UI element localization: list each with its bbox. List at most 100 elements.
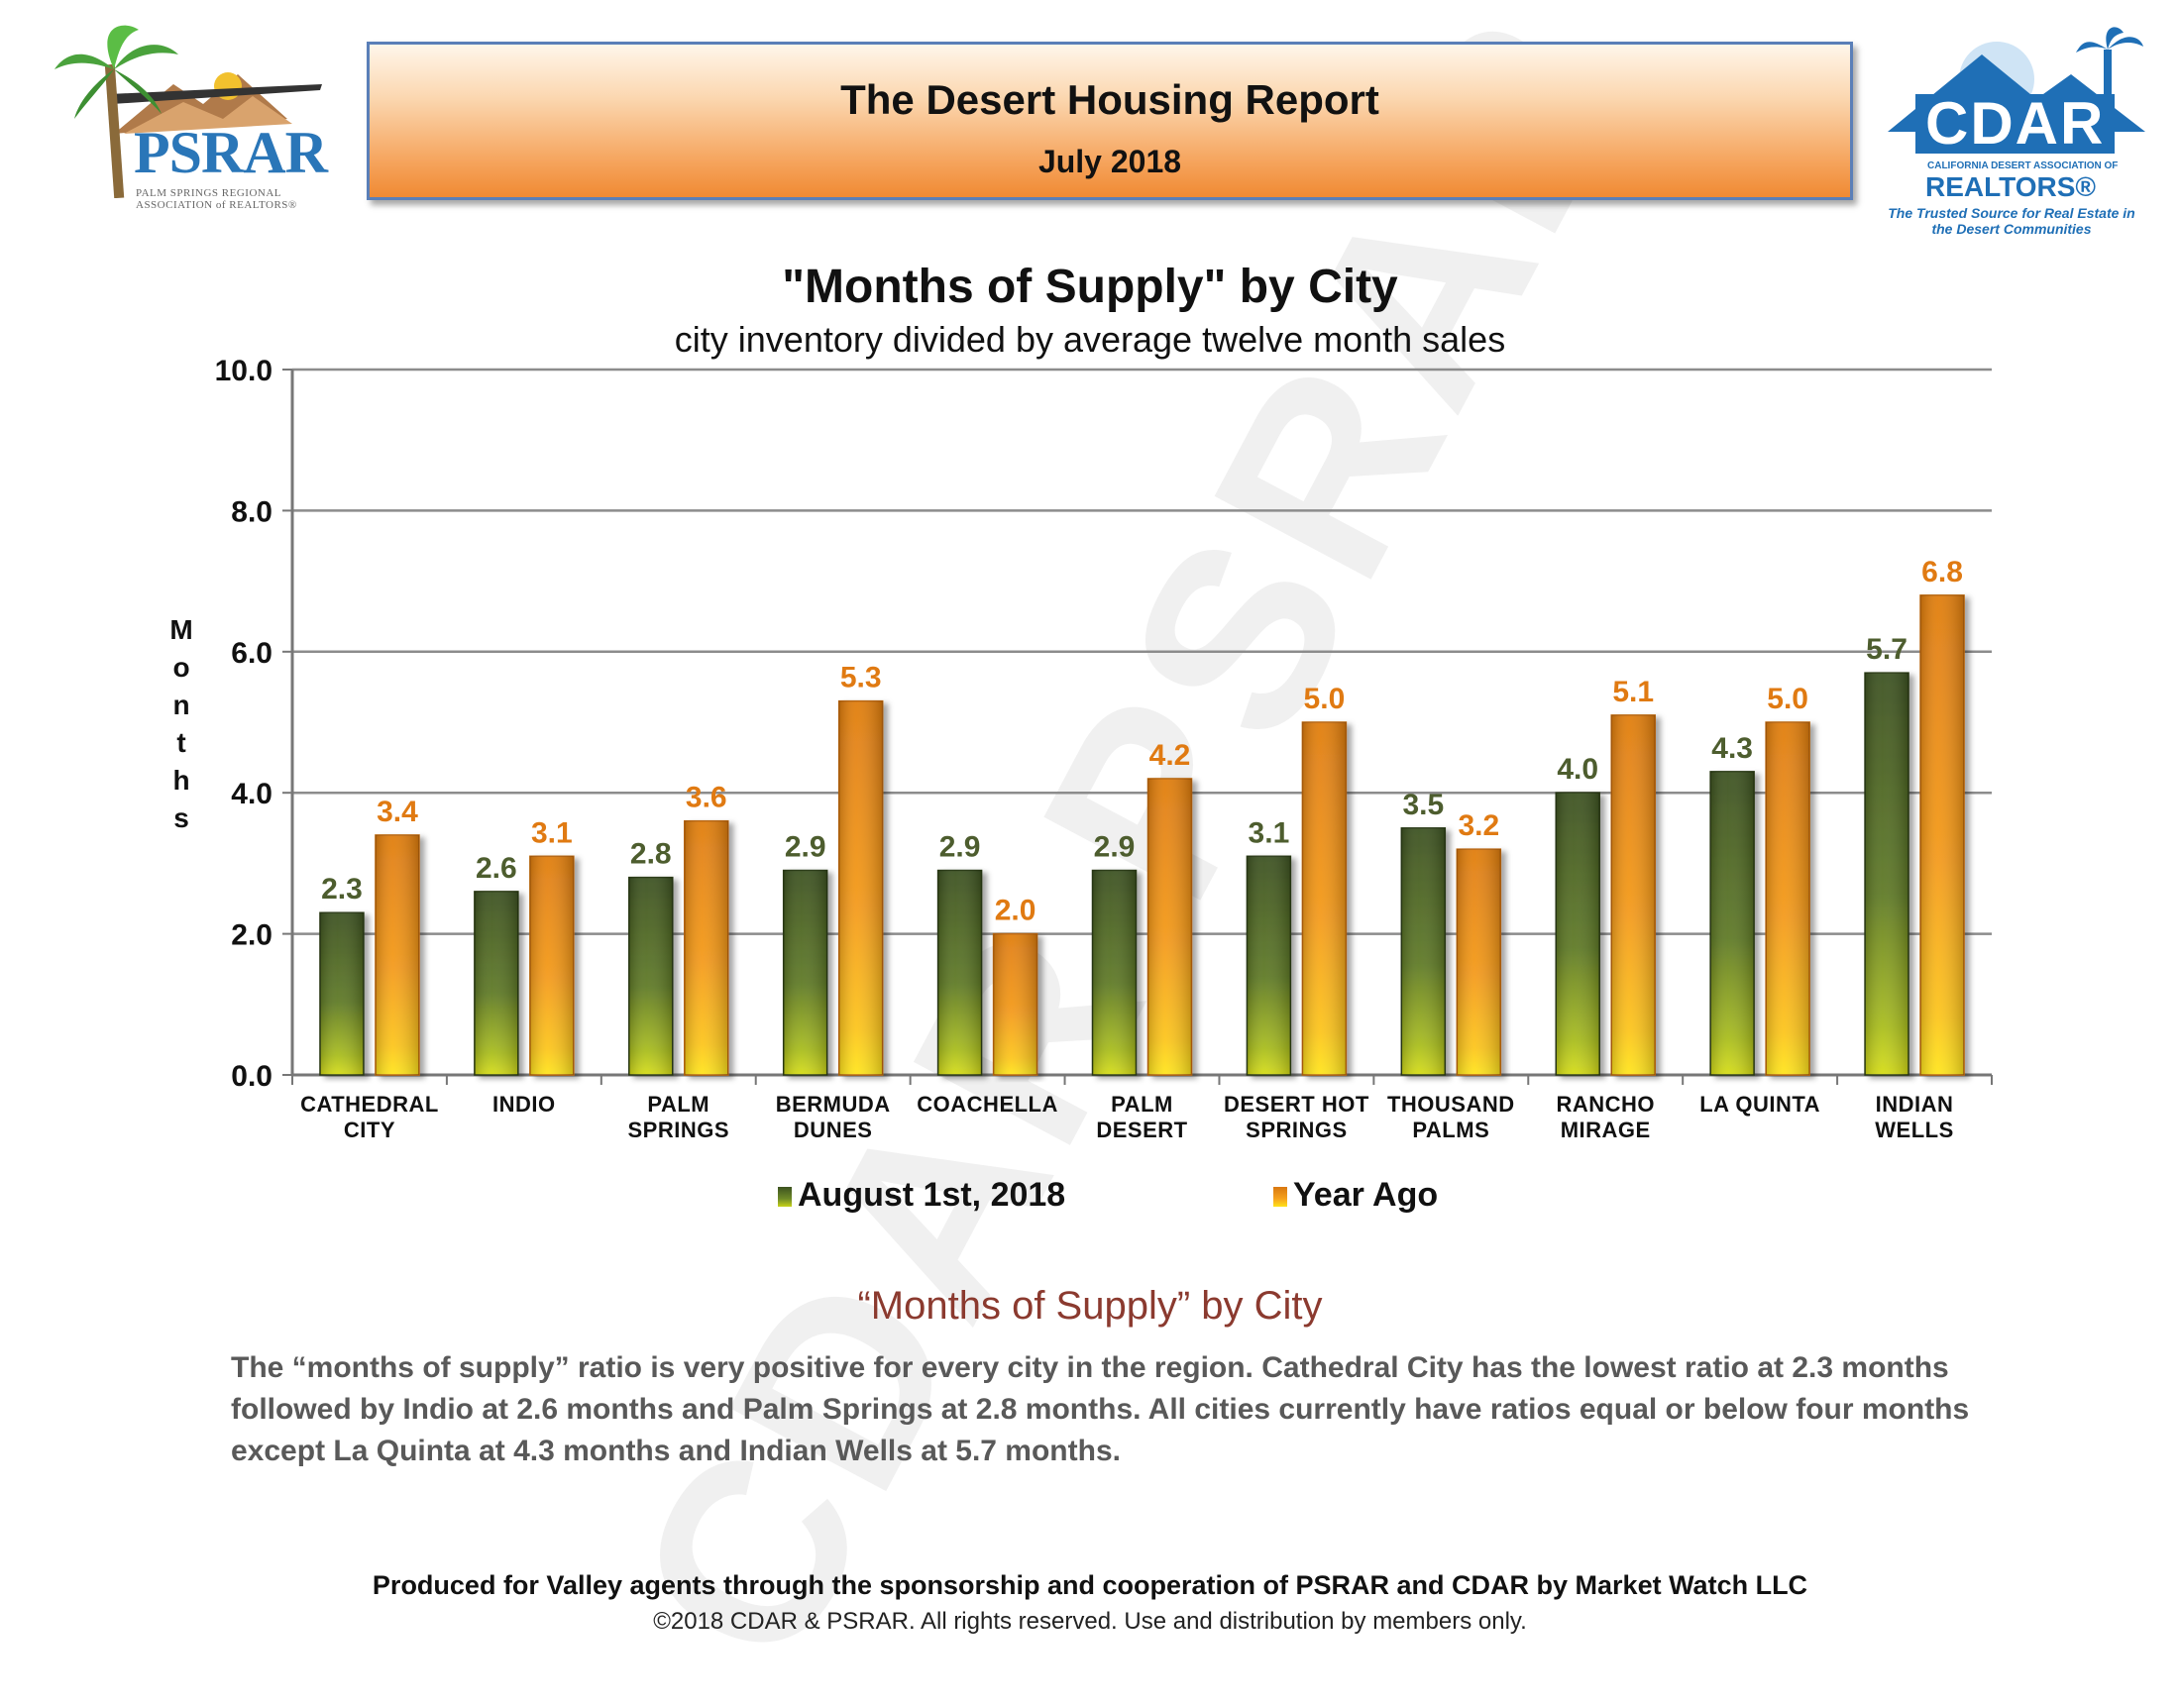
data-label-current: 2.9 <box>785 831 826 864</box>
bar-shading <box>783 870 827 1075</box>
legend-item-current: August 1st, 2018 <box>778 1176 1065 1215</box>
data-label-year-ago: 5.3 <box>840 662 882 694</box>
legend-item-year-ago: Year Ago <box>1273 1176 1438 1215</box>
data-label-current: 4.3 <box>1711 732 1753 765</box>
footer-credit: Produced for Valley agents through the s… <box>372 1570 1808 1600</box>
legend-swatch-current <box>778 1187 792 1207</box>
x-category-label: COACHELLA <box>917 1092 1058 1117</box>
chart-title: "Months of Supply" by City <box>782 261 1398 313</box>
x-category-label: MIRAGE <box>1561 1118 1651 1142</box>
data-label-current: 2.9 <box>1094 831 1136 864</box>
y-tick-label: 6.0 <box>231 637 272 670</box>
bar-chart: 0.0 2.0 4.0 6.0 8.0 10.0 2.3 3.4 2.6 3.1 2.8 3.6 2.… <box>215 355 1993 1142</box>
data-label-current: 2.8 <box>630 838 672 871</box>
section-heading: “Months of Supply” by City <box>857 1284 1323 1328</box>
report-banner: The Desert Housing Report July 2018 <box>367 42 1853 200</box>
x-category-label: DESERT <box>1096 1118 1187 1142</box>
footer-copyright: ©2018 CDAR & PSRAR. All rights reserved.… <box>653 1608 1527 1635</box>
legend-label-current: August 1st, 2018 <box>798 1176 1066 1214</box>
data-label-year-ago: 6.8 <box>1921 556 1963 588</box>
x-category-label: RANCHO <box>1556 1092 1655 1117</box>
palm-tree-icon <box>54 25 322 199</box>
bar-shading <box>474 891 518 1075</box>
data-label-year-ago: 5.1 <box>1612 676 1654 708</box>
y-axis-label-letter: o <box>172 652 190 683</box>
bar-shading <box>1147 778 1192 1075</box>
data-label-current: 2.6 <box>476 852 517 885</box>
legend-swatch-year-ago <box>1273 1187 1287 1207</box>
data-label-current: 3.1 <box>1249 816 1290 849</box>
bar-shading <box>1247 856 1291 1075</box>
cdar-logo-line1: CALIFORNIA DESERT ASSOCIATION OF <box>1927 160 2119 171</box>
x-category-label: SPRINGS <box>1246 1118 1348 1142</box>
x-category-label: WELLS <box>1875 1118 1954 1142</box>
x-category-label: PALM <box>1111 1092 1173 1117</box>
data-label-year-ago: 5.0 <box>1767 683 1808 715</box>
x-category-label: DESERT HOT <box>1224 1092 1369 1117</box>
psrar-logo: PSRAR PALM SPRINGS REGIONAL ASSOCIATION … <box>54 25 337 211</box>
cdar-logo-text: CDAR <box>1915 94 2116 154</box>
data-label-year-ago: 3.2 <box>1458 809 1499 842</box>
bar-shading <box>937 870 982 1075</box>
y-axis-label-letter: s <box>173 802 189 833</box>
x-category-label: BERMUDA <box>776 1092 891 1117</box>
data-label-year-ago: 3.6 <box>686 782 727 814</box>
bar-shading <box>529 856 574 1075</box>
y-axis-label-letter: t <box>176 727 186 758</box>
report-date: July 2018 <box>1037 144 1182 179</box>
x-category-label: SPRINGS <box>628 1118 730 1142</box>
data-label-current: 2.9 <box>939 831 981 864</box>
x-category-label: CATHEDRAL <box>300 1092 439 1117</box>
y-tick-label: 10.0 <box>215 355 272 387</box>
y-tick-label: 8.0 <box>231 495 272 528</box>
y-tick-label: 2.0 <box>231 919 272 952</box>
bar-shading <box>1710 771 1755 1075</box>
y-tick-label: 4.0 <box>231 778 272 810</box>
y-axis-label-letter: M <box>169 614 193 645</box>
data-label-current: 3.5 <box>1402 789 1444 821</box>
x-category-label: INDIAN <box>1876 1092 1954 1117</box>
cdar-logo-line2: REALTORS® <box>1925 171 2097 202</box>
cdar-tagline: The Trusted Source for Real Estate in th… <box>1888 205 2135 237</box>
bar-shading <box>1611 714 1656 1075</box>
bar-shading <box>684 820 728 1075</box>
bar-shading <box>1865 673 1909 1075</box>
legend-label-year-ago: Year Ago <box>1293 1176 1439 1214</box>
x-category-label: LA QUINTA <box>1699 1092 1820 1117</box>
bar-shading <box>1556 793 1600 1075</box>
x-category-label: DUNES <box>794 1118 873 1142</box>
data-label-current: 5.7 <box>1866 633 1908 666</box>
bar-shading <box>1920 594 1965 1075</box>
section-paragraph: The “months of supply” ratio is very pos… <box>231 1351 1970 1467</box>
data-label-year-ago: 4.2 <box>1149 739 1191 772</box>
data-label-year-ago: 3.1 <box>531 816 573 849</box>
bar-shading <box>993 933 1037 1075</box>
bar-shading <box>628 877 673 1075</box>
bar-shading <box>1302 722 1347 1075</box>
data-label-year-ago: 3.4 <box>377 796 418 828</box>
y-tick-label: 0.0 <box>231 1060 272 1093</box>
y-axis-label-letter: h <box>172 765 190 796</box>
x-category-label: PALM <box>647 1092 709 1117</box>
data-label-year-ago: 2.0 <box>995 895 1036 927</box>
psrar-logo-subtitle: PALM SPRINGS REGIONAL ASSOCIATION of REA… <box>136 187 297 211</box>
cdar-logo: CDAR CALIFORNIA DESERT ASSOCIATION OF RE… <box>1888 25 2155 237</box>
chart-subtitle: city inventory divided by average twelve… <box>674 319 1506 360</box>
data-label-current: 4.0 <box>1557 753 1598 786</box>
bar-shading <box>838 700 883 1075</box>
bar-shading <box>375 834 419 1075</box>
x-category-label: CITY <box>344 1118 395 1142</box>
bar-shading <box>1766 722 1810 1075</box>
data-label-current: 2.3 <box>321 873 363 906</box>
x-category-label: PALMS <box>1412 1118 1489 1142</box>
report-title: The Desert Housing Report <box>840 76 1379 123</box>
bar-shading <box>1457 849 1501 1075</box>
x-category-label: INDIO <box>492 1092 556 1117</box>
data-label-year-ago: 5.0 <box>1304 683 1346 715</box>
bar-shading <box>1092 870 1137 1075</box>
x-category-label: THOUSAND <box>1387 1092 1515 1117</box>
bar-shading <box>1401 827 1446 1075</box>
y-axis-label-letter: n <box>172 690 190 720</box>
bar-shading <box>319 912 364 1075</box>
